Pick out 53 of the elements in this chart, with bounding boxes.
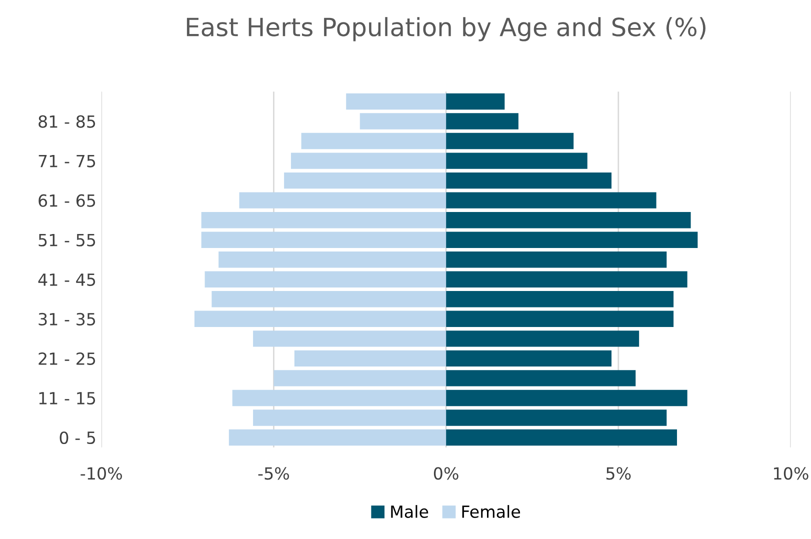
bar [446,310,674,328]
chart-title: East Herts Population by Age and Sex (%) [186,17,706,42]
bar [446,212,691,228]
y-tick-label: 21 - 25 [38,352,96,366]
bar [446,172,612,189]
y-tick-label: 11 - 15 [39,392,96,405]
bar [228,429,446,446]
bar [212,291,446,308]
x-tick-label: 10% [774,467,808,480]
bar [446,330,640,347]
bar [201,232,446,248]
x-tick-label: 5% [606,467,631,480]
bar [446,93,505,110]
y-tick-label: 71 - 75 [38,154,96,168]
x-tick-label: -5% [258,467,290,480]
bar [253,410,446,426]
y-tick-label: 61 - 65 [38,194,96,207]
bar [446,429,677,446]
bar [446,271,688,288]
bar [232,390,446,406]
bar [446,192,656,208]
bar [194,310,446,328]
y-tick-label: 31 - 35 [38,312,96,326]
bar [294,350,446,367]
bar [446,132,574,150]
bar [446,350,612,367]
y-tick-label: 0 - 5 [60,431,96,444]
bar [274,370,446,386]
bar [446,410,667,426]
y-tick-label: 41 - 45 [38,274,96,286]
bar [218,252,446,268]
legend-label: Female [462,505,520,518]
bar [201,212,446,228]
x-tick-label: -10% [80,467,122,480]
bar [346,93,446,110]
bar [204,271,446,288]
bar [446,390,688,406]
bar [446,152,588,169]
bar [446,113,518,130]
bar [284,172,446,189]
bar [446,291,674,308]
y-tick-label: 51 - 55 [38,234,96,246]
legend-label: Male [391,505,428,518]
bar [446,370,636,386]
bar [253,330,446,347]
bar [301,132,446,150]
bar [290,152,446,169]
x-tick-label: 0% [434,467,458,480]
y-tick-label: 81 - 85 [38,115,96,128]
bar [360,113,446,130]
bar [446,232,698,248]
bar [446,252,667,268]
bar [239,192,446,208]
